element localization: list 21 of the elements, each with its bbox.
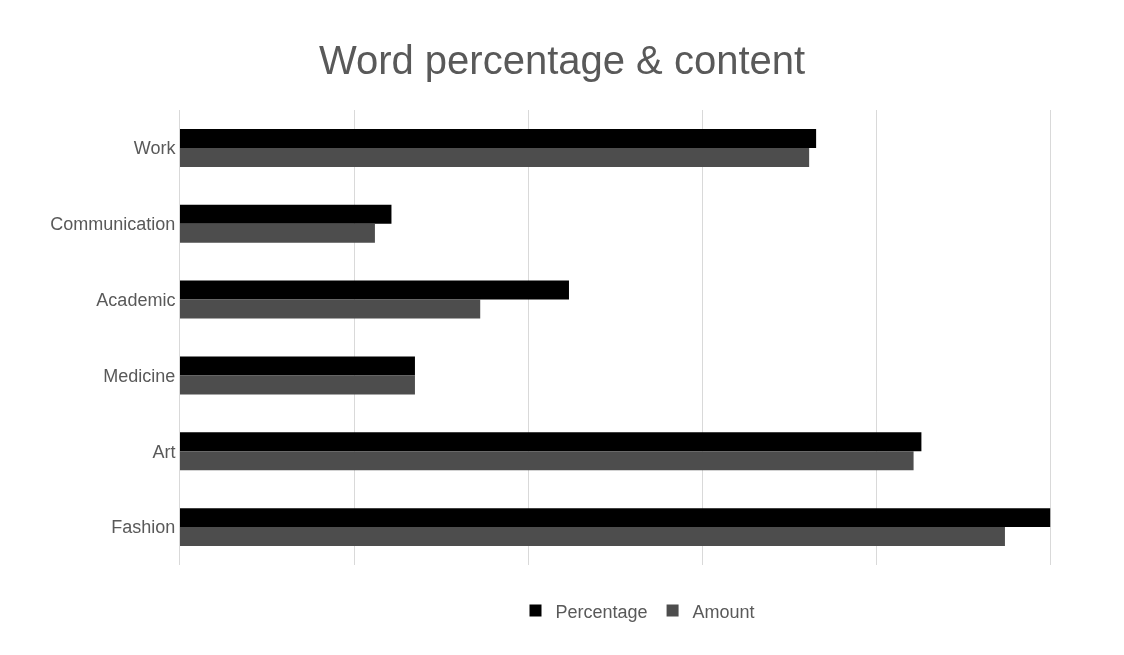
bar <box>180 223 375 243</box>
y-tick-label: Communication <box>50 214 176 235</box>
bar <box>180 451 914 471</box>
bar <box>180 280 569 300</box>
bar <box>180 508 1051 528</box>
bar <box>180 527 1005 547</box>
bar <box>180 375 415 395</box>
legend-label: Percentage <box>555 601 648 622</box>
bar <box>180 299 481 319</box>
bar <box>180 356 415 376</box>
chart-title: Word percentage & content <box>318 37 806 82</box>
y-tick-label: Medicine <box>103 365 176 386</box>
y-tick-label: Academic <box>96 289 176 310</box>
bar <box>180 204 392 224</box>
bar <box>180 128 817 148</box>
y-tick-label: Work <box>133 138 177 159</box>
bar <box>180 432 922 452</box>
bar <box>180 147 810 167</box>
y-tick-label: Art <box>152 441 176 462</box>
y-tick-label: Fashion <box>111 517 176 538</box>
legend-label: Amount <box>692 601 755 622</box>
